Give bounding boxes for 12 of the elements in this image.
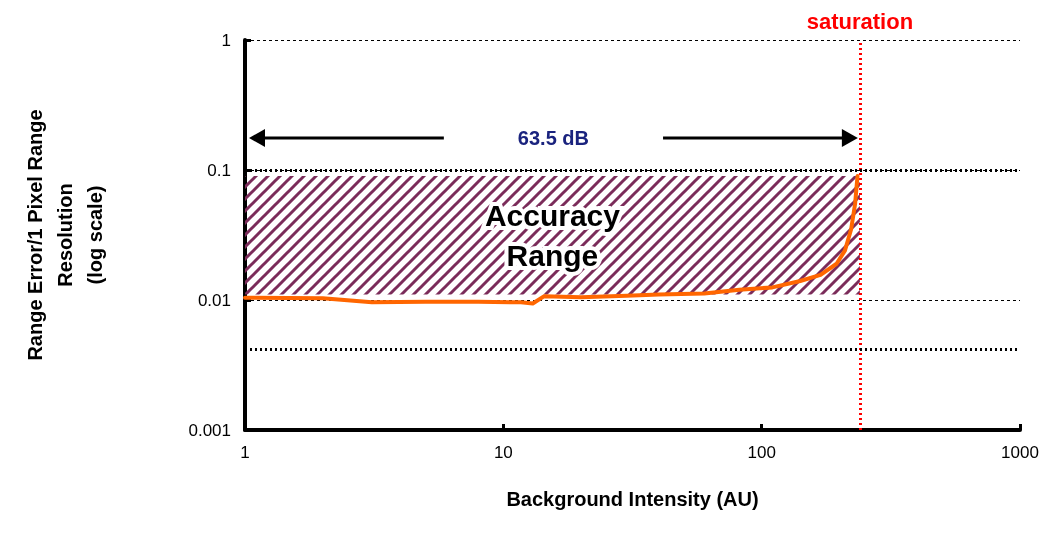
y-tick-label: 0.001 — [188, 420, 231, 440]
x-tick-label: 100 — [747, 443, 776, 462]
annotation: 63.5 dB — [516, 126, 590, 151]
y-tick-label: 0.1 — [207, 160, 231, 180]
y-tick-label: 1 — [221, 30, 231, 50]
ref-line-label: saturation — [806, 8, 914, 34]
y-axis-title: Range Error/1 Pixel Range Resolution (log scale) — [24, 109, 106, 361]
y-tick-label: 0.01 — [197, 290, 231, 310]
x-tick-label: 10 — [493, 443, 513, 462]
x-tick-label: 1 — [240, 443, 250, 462]
x-axis-title: Background Intensity (AU) — [506, 488, 759, 510]
x-tick-label: 1000 — [1001, 443, 1039, 462]
